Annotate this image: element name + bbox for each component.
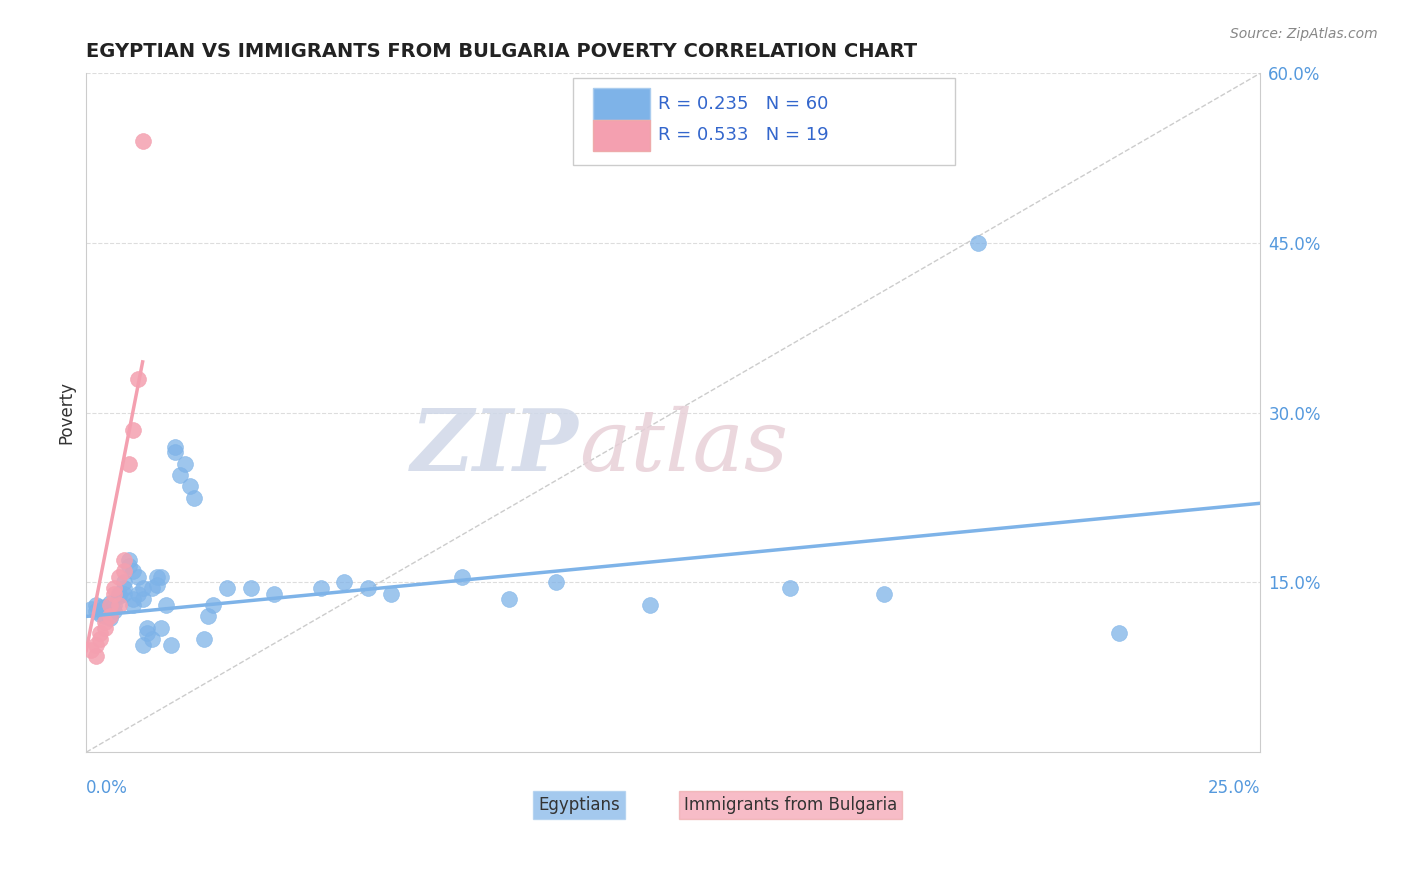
Point — [333, 575, 356, 590]
Point — [145, 578, 167, 592]
Point — [131, 638, 153, 652]
Point — [145, 570, 167, 584]
Point — [165, 445, 187, 459]
Point — [122, 423, 145, 437]
Point — [98, 610, 121, 624]
Point — [197, 609, 219, 624]
Point — [112, 587, 135, 601]
Point — [165, 440, 187, 454]
Point — [103, 581, 125, 595]
Point — [141, 581, 163, 595]
Point — [80, 601, 103, 615]
Point — [108, 598, 131, 612]
Point — [98, 596, 121, 610]
Point — [94, 621, 117, 635]
Point — [136, 626, 159, 640]
Point — [136, 621, 159, 635]
Point — [202, 598, 225, 612]
Point — [89, 626, 111, 640]
Point — [873, 587, 896, 601]
Point — [380, 587, 402, 601]
Point — [108, 587, 131, 601]
Point — [1108, 626, 1130, 640]
Point — [127, 372, 149, 386]
Text: EGYPTIAN VS IMMIGRANTS FROM BULGARIA POVERTY CORRELATION CHART: EGYPTIAN VS IMMIGRANTS FROM BULGARIA POV… — [86, 42, 918, 61]
Point — [141, 632, 163, 646]
Point — [131, 581, 153, 595]
Point — [159, 638, 181, 652]
Point — [122, 592, 145, 607]
Point — [217, 581, 239, 595]
Point — [112, 581, 135, 595]
Point — [84, 648, 107, 663]
Point — [131, 134, 153, 148]
Point — [117, 553, 139, 567]
Point — [544, 575, 567, 590]
Point — [89, 600, 111, 615]
Point — [98, 609, 121, 624]
Point — [173, 457, 195, 471]
Text: R = 0.235   N = 60: R = 0.235 N = 60 — [658, 95, 828, 113]
Text: Source: ZipAtlas.com: Source: ZipAtlas.com — [1230, 27, 1378, 41]
Point — [112, 564, 135, 578]
Y-axis label: Poverty: Poverty — [58, 381, 75, 444]
Point — [131, 592, 153, 607]
Point — [98, 598, 121, 612]
Point — [94, 600, 117, 615]
Point — [117, 558, 139, 573]
Point — [112, 553, 135, 567]
Point — [450, 570, 472, 584]
Point — [108, 570, 131, 584]
Point — [309, 581, 332, 595]
Point — [263, 587, 285, 601]
Point — [498, 592, 520, 607]
Point — [103, 587, 125, 601]
Point — [89, 607, 111, 622]
Point — [150, 621, 173, 635]
FancyBboxPatch shape — [593, 120, 650, 151]
Text: ZIP: ZIP — [412, 405, 579, 489]
Point — [150, 570, 173, 584]
Point — [84, 598, 107, 612]
Text: Egyptians: Egyptians — [538, 796, 620, 814]
Point — [80, 643, 103, 657]
FancyBboxPatch shape — [593, 88, 650, 120]
Point — [103, 604, 125, 618]
Point — [89, 632, 111, 646]
Text: Immigrants from Bulgaria: Immigrants from Bulgaria — [683, 796, 897, 814]
Point — [179, 479, 201, 493]
Point — [638, 598, 661, 612]
Point — [127, 570, 149, 584]
Point — [169, 468, 191, 483]
Point — [239, 581, 262, 595]
Point — [183, 491, 205, 505]
Point — [112, 575, 135, 590]
Point — [967, 236, 990, 251]
Point — [127, 587, 149, 601]
Point — [108, 589, 131, 603]
FancyBboxPatch shape — [574, 78, 955, 165]
Point — [84, 604, 107, 618]
Point — [94, 609, 117, 624]
Point — [155, 598, 177, 612]
Point — [94, 615, 117, 629]
Text: atlas: atlas — [579, 405, 789, 488]
Text: R = 0.533   N = 19: R = 0.533 N = 19 — [658, 126, 828, 145]
Point — [122, 598, 145, 612]
Point — [357, 581, 380, 595]
Point — [103, 598, 125, 612]
Text: 25.0%: 25.0% — [1208, 779, 1260, 797]
Point — [117, 457, 139, 471]
Point — [193, 632, 215, 646]
Point — [84, 638, 107, 652]
Text: 0.0%: 0.0% — [86, 779, 128, 797]
Point — [122, 564, 145, 578]
Point — [779, 581, 801, 595]
